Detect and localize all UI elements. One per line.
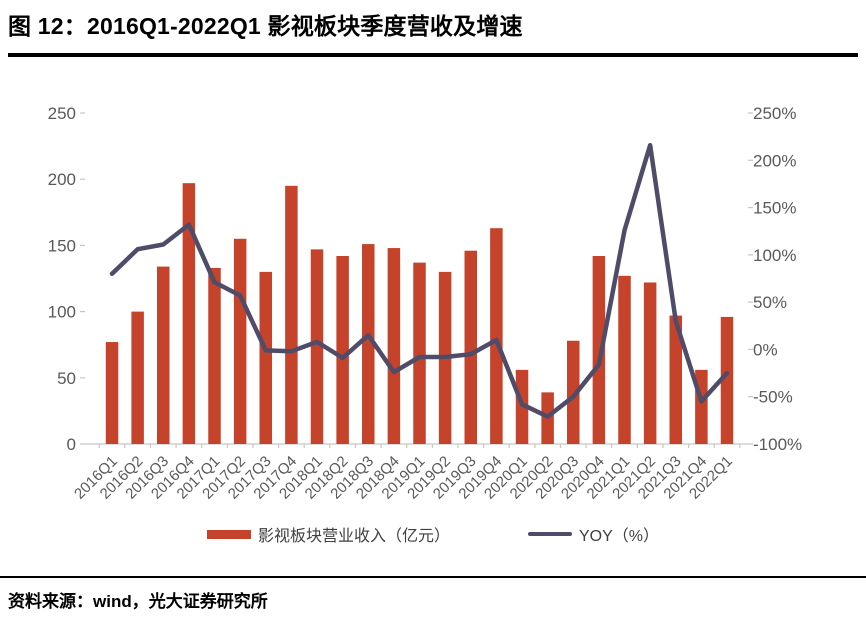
revenue-bar [515, 369, 529, 444]
right-axis-tick-label: 200% [753, 151, 796, 170]
right-axis-tick-label: -100% [753, 435, 802, 454]
revenue-bar [362, 244, 375, 444]
chart-svg: 0 50 100 150 200 250 -100% -50% 0% 50% 100% 150% 200… [48, 104, 803, 503]
legend-revenue-label: 影视板块营业收入（亿元） [257, 528, 450, 545]
revenue-bar [131, 311, 144, 444]
legend-item-revenue: 影视板块营业收入（亿元） [206, 522, 450, 546]
revenue-bar [157, 266, 170, 444]
right-axis-tick-label: 50% [753, 293, 787, 312]
yoy-swatch-icon [527, 531, 572, 537]
revenue-bar [208, 267, 221, 444]
left-axis-tick-label: 0 [67, 435, 76, 454]
source-rule [0, 576, 866, 578]
revenue-bar [182, 183, 196, 444]
left-axis-tick-label: 100 [48, 303, 76, 322]
left-axis-tick-label: 150 [48, 236, 76, 255]
revenue-bar [336, 255, 349, 444]
right-axis-tick-label: 150% [753, 199, 796, 218]
revenue-bar [387, 248, 401, 444]
revenue-bar [592, 255, 606, 444]
revenue-bar [259, 271, 273, 444]
left-axis-tick-label: 50 [57, 369, 76, 388]
yoy-line [109, 142, 730, 419]
revenue-bar [669, 315, 683, 444]
left-axis-tick-label: 200 [48, 170, 76, 189]
revenue-bar [490, 228, 503, 444]
legend-yoy-label: YOY（%） [578, 528, 660, 545]
right-axis-tick-label: 0% [753, 340, 778, 359]
revenue-bar [464, 250, 478, 444]
right-axis-tick-label: 100% [753, 246, 796, 265]
right-axis-tick-label: -50% [753, 388, 793, 407]
legend-item-yoy: YOY（%） [527, 522, 660, 546]
revenue-bar [567, 340, 580, 444]
revenue-bar [413, 262, 426, 444]
left-axis-tick-label: 250 [48, 104, 76, 123]
revenue-bar [105, 342, 119, 444]
revenue-swatch-icon [206, 529, 251, 539]
right-axis-tick-label: 250% [753, 104, 796, 123]
revenue-bar [618, 275, 631, 444]
revenue-bar [310, 249, 324, 444]
source-text: 资料来源：wind，光大证券研究所 [8, 592, 268, 611]
revenue-bar [285, 185, 298, 444]
revenue-bar [720, 316, 734, 444]
chart-title: 图 12：2016Q1-2022Q1 影视板块季度营收及增速 [8, 13, 523, 39]
chart-legend: 影视板块营业收入（亿元） YOY（%） [0, 522, 866, 546]
revenue-bar [233, 238, 247, 444]
revenue-bar [643, 282, 657, 444]
title-rule [8, 53, 858, 57]
